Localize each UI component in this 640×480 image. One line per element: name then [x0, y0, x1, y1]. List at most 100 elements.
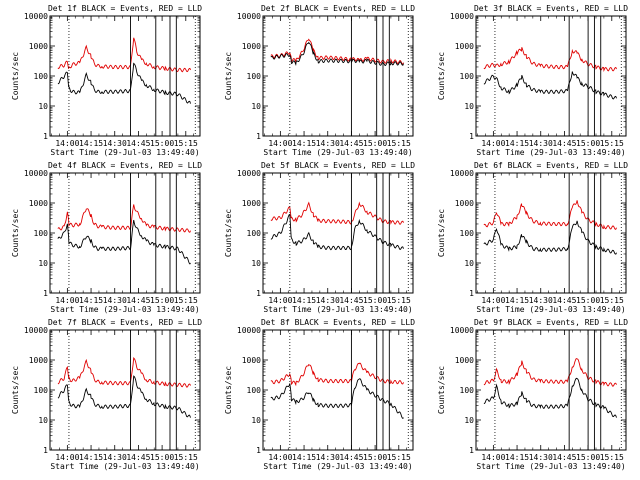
events-series-line: [270, 213, 404, 251]
detector-panel: Det 9f BLACK = Events, RED = LLD 1 10 100 10…: [437, 318, 628, 471]
y-tick-label: 10: [38, 102, 48, 111]
y-tick-label: 10000: [237, 12, 261, 21]
x-tick-label: 14:45: [552, 139, 576, 148]
x-tick-label: 14:15: [292, 139, 316, 148]
panel-data-area: [483, 330, 622, 450]
panel-title: Det 8f BLACK = Events, RED = LLD: [261, 318, 415, 327]
y-tick-label: 1000: [29, 42, 48, 51]
events-series-line: [483, 377, 617, 418]
y-tick-label: 1: [43, 289, 48, 298]
x-tick-label: 14:00: [55, 453, 79, 462]
panel-title: Det 1f BLACK = Events, RED = LLD: [48, 4, 202, 13]
panel-frame: [475, 172, 627, 294]
y-axis-label: Counts/sec: [11, 366, 20, 414]
x-tick-label: 14:30: [103, 453, 127, 462]
x-tick-label: 14:45: [339, 453, 363, 462]
y-tick-label: 100: [460, 229, 475, 238]
x-tick-label: 14:15: [292, 453, 316, 462]
y-tick-label: 10000: [237, 169, 261, 178]
x-axis-label: Start Time (29-Jul-03 13:49:40): [476, 462, 625, 471]
y-tick-label: 10: [251, 102, 261, 111]
y-tick-label: 10: [251, 259, 261, 268]
panel-frame: [49, 15, 201, 137]
y-tick-label: 1: [43, 132, 48, 141]
y-tick-label: 10: [464, 102, 474, 111]
y-axis-label: Counts/sec: [437, 366, 446, 414]
y-tick-label: 10: [38, 416, 48, 425]
y-tick-label: 1000: [242, 42, 261, 51]
detector-panel: Det 1f BLACK = Events, RED = LLD 1 10 100 10…: [11, 4, 202, 157]
x-axis-label: Start Time (29-Jul-03 13:49:40): [50, 148, 199, 157]
lld-series-line: [57, 37, 191, 73]
y-tick-label: 1000: [29, 199, 48, 208]
y-tick-label: 100: [34, 72, 49, 81]
panel-data-area: [57, 16, 196, 136]
x-tick-label: 14:45: [126, 139, 150, 148]
y-tick-label: 100: [34, 386, 49, 395]
y-tick-label: 1: [256, 289, 261, 298]
y-axis-label: Counts/sec: [437, 52, 446, 100]
x-tick-label: 15:15: [600, 296, 624, 305]
x-tick-label: 14:45: [339, 139, 363, 148]
detector-panel: Det 5f BLACK = Events, RED = LLD 1 10 100 10…: [224, 161, 415, 314]
y-tick-label: 1000: [242, 356, 261, 365]
x-tick-label: 14:30: [529, 139, 553, 148]
lld-series-line: [270, 201, 404, 225]
panel-data-area: [270, 16, 409, 136]
x-tick-label: 15:00: [150, 296, 174, 305]
y-tick-label: 100: [460, 386, 475, 395]
x-axis-label: Start Time (29-Jul-03 13:49:40): [476, 305, 625, 314]
panel-frame: [475, 329, 627, 451]
y-tick-label: 10000: [450, 326, 474, 335]
x-tick-label: 15:00: [576, 296, 600, 305]
x-tick-label: 14:45: [552, 453, 576, 462]
x-axis-label: Start Time (29-Jul-03 13:49:40): [50, 462, 199, 471]
y-tick-label: 1000: [242, 199, 261, 208]
detector-panel: Det 8f BLACK = Events, RED = LLD 1 10 100 10…: [224, 318, 415, 471]
x-axis-label: Start Time (29-Jul-03 13:49:40): [263, 462, 412, 471]
panel-data-area: [57, 330, 196, 450]
x-tick-label: 15:15: [387, 296, 411, 305]
panel-data-area: [270, 330, 409, 450]
x-axis-label: Start Time (29-Jul-03 13:49:40): [263, 148, 412, 157]
panel-title: Det 9f BLACK = Events, RED = LLD: [474, 318, 628, 327]
y-tick-label: 1000: [455, 199, 474, 208]
y-tick-label: 1: [256, 132, 261, 141]
lld-series-line: [270, 362, 404, 387]
panel-frame: [262, 15, 414, 137]
panel-title: Det 6f BLACK = Events, RED = LLD: [474, 161, 628, 170]
x-tick-label: 14:30: [103, 139, 127, 148]
panel-frame: [49, 329, 201, 451]
y-tick-label: 100: [247, 386, 262, 395]
x-tick-label: 14:45: [126, 453, 150, 462]
x-tick-label: 15:15: [600, 453, 624, 462]
y-tick-label: 10000: [450, 12, 474, 21]
y-axis-label: Counts/sec: [224, 366, 233, 414]
x-tick-label: 15:15: [174, 296, 198, 305]
lld-series-line: [57, 204, 191, 233]
y-tick-label: 1000: [455, 356, 474, 365]
y-tick-label: 10000: [237, 326, 261, 335]
x-tick-label: 15:15: [387, 139, 411, 148]
y-tick-label: 10: [38, 259, 48, 268]
x-tick-label: 15:15: [387, 453, 411, 462]
panel-frame: [49, 172, 201, 294]
panel-data-area: [483, 16, 622, 136]
x-tick-label: 15:00: [363, 139, 387, 148]
detector-panel: Det 3f BLACK = Events, RED = LLD 1 10 100 10…: [437, 4, 628, 157]
panel-title: Det 3f BLACK = Events, RED = LLD: [474, 4, 628, 13]
y-tick-label: 10000: [450, 169, 474, 178]
detector-panel: Det 2f BLACK = Events, RED = LLD 1 10 100 10…: [224, 4, 415, 157]
x-tick-label: 14:15: [79, 296, 103, 305]
x-tick-label: 15:00: [363, 453, 387, 462]
x-tick-label: 14:15: [505, 296, 529, 305]
x-tick-label: 14:15: [505, 139, 529, 148]
x-tick-label: 14:00: [268, 453, 292, 462]
y-tick-label: 1: [469, 289, 474, 298]
x-axis-label: Start Time (29-Jul-03 13:49:40): [50, 305, 199, 314]
x-axis-label: Start Time (29-Jul-03 13:49:40): [263, 305, 412, 314]
x-tick-label: 14:15: [292, 296, 316, 305]
events-series-line: [270, 378, 404, 420]
detector-panel: Det 6f BLACK = Events, RED = LLD 1 10 100 10…: [437, 161, 628, 314]
